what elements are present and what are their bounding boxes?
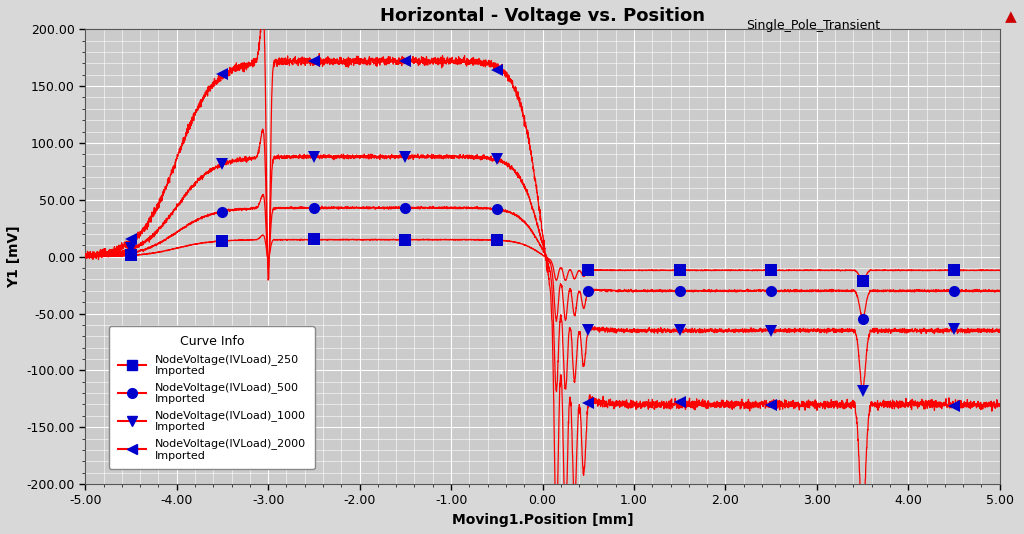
Y-axis label: Y1 [mV]: Y1 [mV] (7, 225, 20, 288)
Title: Horizontal - Voltage vs. Position: Horizontal - Voltage vs. Position (380, 7, 705, 25)
Text: ▲: ▲ (1006, 9, 1017, 23)
Legend: NodeVoltage(IVLoad)_250
Imported, NodeVoltage(IVLoad)_500
Imported, NodeVoltage(: NodeVoltage(IVLoad)_250 Imported, NodeVo… (110, 326, 314, 469)
Text: Single_Pole_Transient: Single_Pole_Transient (746, 19, 881, 32)
X-axis label: Moving1.Position [mm]: Moving1.Position [mm] (452, 513, 633, 527)
